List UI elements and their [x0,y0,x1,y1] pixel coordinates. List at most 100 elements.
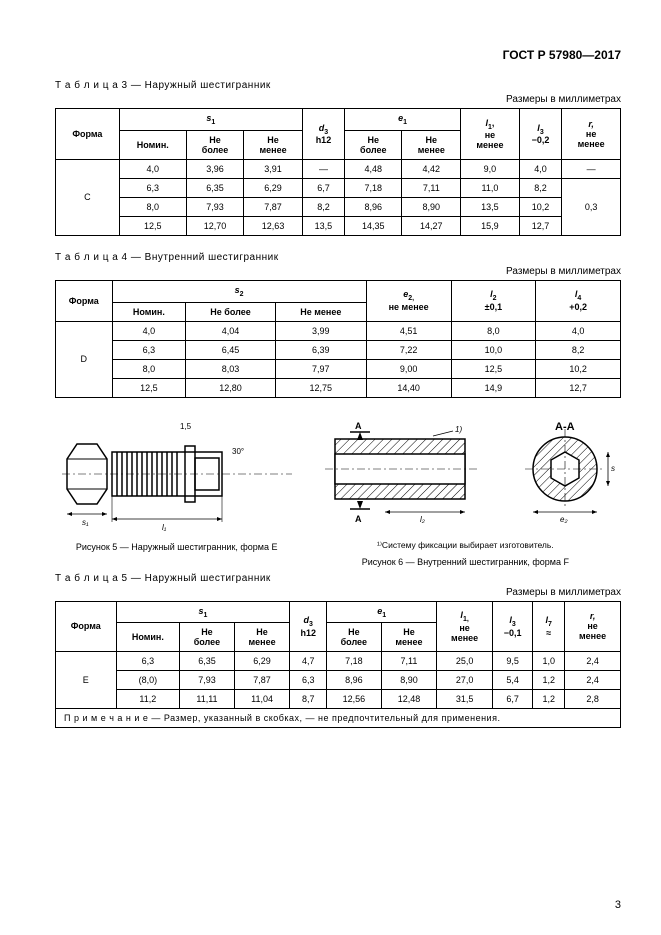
svg-text:l₂: l₂ [420,515,425,524]
t3-r0-c6: 9,0 [461,159,520,178]
table5-h-nom: Номин. [116,623,180,652]
t3-r1-c6: 11,0 [461,178,520,197]
figure-5-drawing: 1,5 30° l₁ s₁ [62,414,292,534]
svg-text:l₁: l₁ [162,523,167,532]
t5-r0-c6: 25,0 [437,652,493,671]
t3-r3-c1: 12,70 [186,216,243,235]
figure-row: 1,5 30° l₁ s₁ Рисунок 5 — Наружный шести… [55,414,621,567]
t5-r2-c8: 1,2 [533,690,565,709]
table5-h-nomenee: Неменее [234,623,290,652]
table3-h-nom: Номин. [119,130,186,159]
t3-r2-c6: 13,5 [461,197,520,216]
t3-r0-c8: — [562,159,621,178]
t4-r2-c2: 7,97 [275,359,366,378]
table5-h-l1: l1,неменее [437,601,493,652]
t3-r1-c7: 8,2 [519,178,562,197]
table5-units: Размеры в миллиметрах [55,587,621,598]
table5-h-r: r,неменее [565,601,621,652]
t3-r0-c1: 3,96 [186,159,243,178]
t3-r2-c1: 7,93 [186,197,243,216]
t3-r3-c0: 12,5 [119,216,186,235]
t3-r0-c4: 4,48 [345,159,402,178]
t4-r3-c0: 12,5 [112,378,186,397]
page: ГОСТ Р 57980—2017 Т а б л и ц а 3 — Нару… [0,0,661,935]
t5-r1-c4: 8,96 [327,671,382,690]
table5-h-nobolee2: Неболее [327,623,382,652]
t5-r2-c0: 11,2 [116,690,180,709]
t3-r2-c5: 8,90 [402,197,461,216]
t4-r2-c3: 9,00 [366,359,451,378]
table3-units: Размеры в миллиметрах [55,94,621,105]
table4-title: Т а б л и ц а 4 — Внутренний шестигранни… [55,252,621,263]
t4-r2-c4: 12,5 [451,359,536,378]
table4-h-s2: s2 [112,280,366,302]
table5: Форма s1 d3h12 e1 l1,неменее l3−0,1 l7≈ … [55,601,621,729]
t5-r0-c9: 2,4 [565,652,621,671]
svg-text:s₁: s₁ [82,518,89,527]
t3-r2-c4: 8,96 [345,197,402,216]
table3-h-e1: e1 [345,109,461,131]
svg-text:e₂: e₂ [560,515,568,524]
t4-r2-c1: 8,03 [186,359,276,378]
t4-r3-c5: 12,7 [536,378,621,397]
t5-r0-c2: 6,29 [234,652,290,671]
t3-r1-c4: 7,18 [345,178,402,197]
t4-r3-c3: 14,40 [366,378,451,397]
table4-form: D [56,321,113,397]
t5-r1-c9: 2,4 [565,671,621,690]
table3-h-l3: l3−0,2 [519,109,562,160]
table4-h-e2: e2,не менее [366,280,451,321]
table5-h-l7: l7≈ [533,601,565,652]
t3-r0-c7: 4,0 [519,159,562,178]
svg-text:s₂: s₂ [611,464,615,473]
t5-r1-c6: 27,0 [437,671,493,690]
table4-h-l2: l2±0,1 [451,280,536,321]
t5-r0-c0: 6,3 [116,652,180,671]
t4-r1-c4: 10,0 [451,340,536,359]
t5-r2-c7: 6,7 [492,690,532,709]
figure-5: 1,5 30° l₁ s₁ Рисунок 5 — Наружный шести… [55,414,298,567]
t3-r3-c6: 15,9 [461,216,520,235]
fig5-caption: Рисунок 5 — Наружный шестигранник, форма… [55,542,298,552]
page-number: 3 [615,899,621,911]
t5-r2-c1: 11,11 [180,690,235,709]
table3-h-nobolee: Неболее [186,130,243,159]
table3-h-nomenee: Неменее [244,130,303,159]
t3-r1-c3: 6,7 [302,178,344,197]
t5-r1-c0: (8,0) [116,671,180,690]
t3-r2-c0: 8,0 [119,197,186,216]
t3-r2-c7: 10,2 [519,197,562,216]
table5-h-d3: d3h12 [290,601,327,652]
figure-6-drawing: A 1) A-A A l₂ [315,414,615,534]
table3-h-form: Форма [56,109,120,160]
t5-r2-c2: 11,04 [234,690,290,709]
t4-r3-c2: 12,75 [275,378,366,397]
table4-h-form: Форма [56,280,113,321]
t4-r2-c5: 10,2 [536,359,621,378]
table3-h-nomenee2: Неменее [402,130,461,159]
t3-r1-c1: 6,35 [186,178,243,197]
t4-r1-c5: 8,2 [536,340,621,359]
table3-h-r: r,неменее [562,109,621,160]
t3-r3-c3: 13,5 [302,216,344,235]
t3-r2-c2: 7,87 [244,197,303,216]
t5-r2-c5: 12,48 [381,690,437,709]
fig-footnote: ¹⁾Систему фиксации выбирает изготовитель… [310,540,621,551]
svg-text:1,5: 1,5 [180,422,192,431]
t5-r0-c3: 4,7 [290,652,327,671]
t4-r3-c4: 14,9 [451,378,536,397]
table3-form: C [56,159,120,235]
table3-h-nobolee2: Неболее [345,130,402,159]
t4-r1-c1: 6,45 [186,340,276,359]
t3-r3-c2: 12,63 [244,216,303,235]
table3-h-d3: d3h12 [302,109,344,160]
t4-r0-c2: 3,99 [275,321,366,340]
table4-h-nobolee: Не более [186,302,276,321]
t3-r1-c0: 6,3 [119,178,186,197]
table4: Форма s2 e2,не менее l2±0,1 l4+0,2 Номин… [55,280,621,398]
t3-r1-c2: 6,29 [244,178,303,197]
t3-r0-c3: — [302,159,344,178]
table4-units: Размеры в миллиметрах [55,266,621,277]
t5-r1-c3: 6,3 [290,671,327,690]
t5-r0-c1: 6,35 [180,652,235,671]
